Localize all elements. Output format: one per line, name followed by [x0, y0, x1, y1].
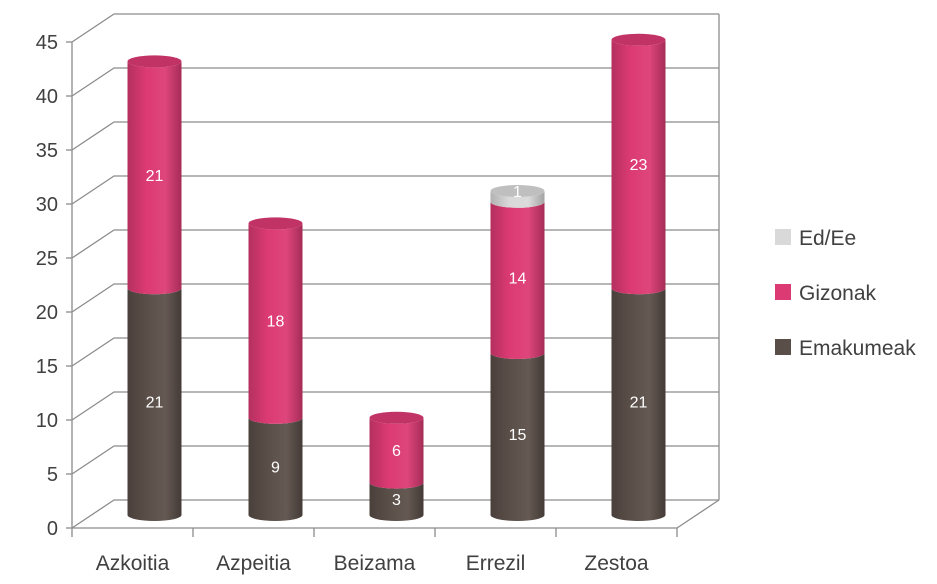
y-tick-label: 20: [36, 302, 58, 324]
bar-segment-emakumeak: [248, 417, 303, 521]
bar-segment-emakumeak: [369, 482, 424, 521]
data-label: 21: [146, 168, 164, 185]
y-tick-label: 0: [47, 518, 58, 540]
y-tick-label: 10: [36, 410, 58, 432]
legend-swatch: [775, 229, 791, 245]
bar-stack: [369, 411, 424, 521]
x-tick-label: Azpeitia: [216, 552, 291, 575]
bar-segment-gizonak: [127, 61, 182, 295]
legend-label: Gizonak: [799, 282, 877, 305]
y-tick-label: 5: [47, 464, 58, 486]
bar-segment-ed-ee: [490, 191, 545, 208]
legend-item: Gizonak: [775, 282, 877, 305]
data-label: 6: [392, 443, 401, 460]
data-label: 1: [513, 184, 522, 201]
gridline: [71, 175, 719, 205]
bar-top-cap: [369, 411, 424, 424]
data-label: 14: [509, 270, 527, 287]
bar-stack: [611, 33, 666, 521]
bar-top-cap: [248, 217, 303, 230]
y-tick-label: 35: [36, 140, 58, 162]
bar-segment-emakumeak: [611, 288, 666, 521]
bar-stack: [248, 217, 303, 521]
y-tick-label: 25: [36, 248, 58, 270]
data-labels: 21 21 9 18 3 6 15 14 1 21 23: [146, 157, 648, 509]
bars: [127, 33, 666, 521]
gridlines: [71, 13, 719, 529]
bar-segment-gizonak: [490, 201, 545, 359]
legend-label: Emakumeak: [799, 337, 916, 360]
bar-segment-emakumeak: [490, 353, 545, 521]
bar-segment-gizonak: [248, 223, 303, 424]
bar-top-cap: [611, 33, 666, 46]
y-tick-label: 45: [36, 32, 58, 54]
data-label: 23: [630, 157, 648, 174]
gridline: [71, 121, 719, 151]
bar-segment-emakumeak: [127, 288, 182, 521]
legend-item: Emakumeak: [775, 337, 916, 360]
floor-edge: [676, 499, 720, 529]
data-label: 18: [267, 314, 285, 331]
gridline: [71, 13, 719, 43]
x-tick-label: Zestoa: [584, 552, 649, 575]
axes: 0 5 10 15 20 25 30 35 40 45 Azkoitia Azpeitia Beizam…: [36, 14, 720, 575]
data-label: 3: [392, 492, 401, 509]
legend-item: Ed/Ee: [775, 227, 856, 250]
x-tick-label: Azkoitia: [96, 552, 170, 575]
data-label: 21: [146, 395, 164, 412]
legend-swatch: [775, 339, 791, 355]
data-label: 21: [630, 395, 648, 412]
bar-stack: [490, 185, 545, 521]
bar-stack: [127, 55, 182, 521]
gridline: [71, 67, 719, 97]
y-tick-label: 40: [36, 86, 58, 108]
legend: Ed/Ee Gizonak Emakumeak: [775, 227, 916, 360]
bar-top-cap: [127, 55, 182, 68]
legend-swatch: [775, 284, 791, 300]
bar-top-cap: [490, 185, 545, 197]
y-tick-label: 15: [36, 356, 58, 378]
legend-label: Ed/Ee: [799, 227, 856, 250]
x-tick-label: Beizama: [334, 552, 416, 575]
data-label: 15: [509, 427, 527, 444]
bar-segment-gizonak: [611, 39, 666, 295]
y-tick-label: 30: [36, 194, 58, 216]
bar-segment-gizonak: [369, 417, 424, 489]
data-label: 9: [271, 459, 280, 476]
x-tick-label: Errezil: [466, 552, 526, 575]
